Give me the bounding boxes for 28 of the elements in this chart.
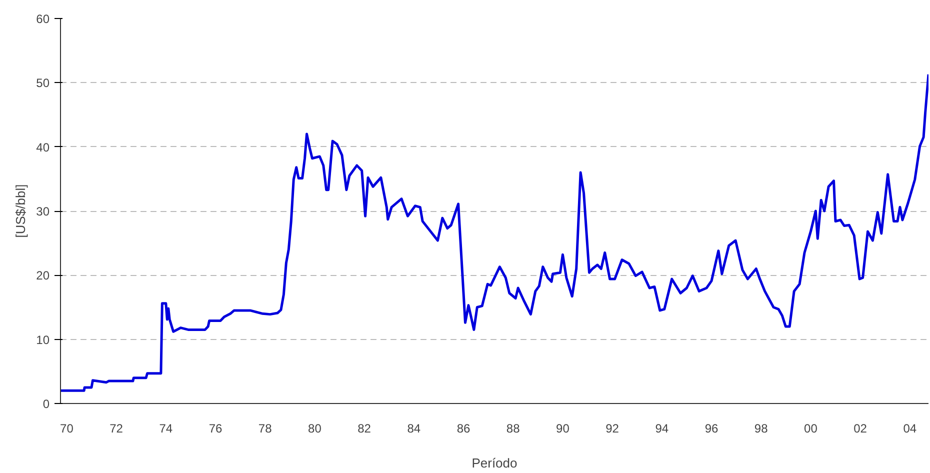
x-tick-label: 80 (308, 422, 322, 436)
x-tick-label: 72 (110, 422, 124, 436)
y-tick-label: 0 (42, 397, 50, 411)
y-axis-title: [US$/bbl] (13, 184, 28, 238)
y-tick-label: 10 (36, 332, 50, 347)
x-tick-label: 76 (208, 422, 222, 436)
x-tick-label: 00 (804, 422, 818, 436)
x-tick-label: 78 (258, 422, 272, 436)
x-tick-label: 82 (358, 422, 372, 436)
x-tick-label: 92 (606, 422, 620, 436)
x-tick-label: 90 (556, 422, 570, 436)
x-tick-label: 84 (407, 422, 421, 436)
y-tick-label: 20 (36, 268, 50, 283)
x-tick-label: 04 (903, 422, 917, 436)
x-tick-label: 86 (456, 422, 470, 436)
y-tick-label: 40 (36, 140, 50, 154)
line-series (60, 73, 928, 392)
y-tick-label: 50 (36, 76, 50, 90)
x-tick-label: 94 (655, 422, 669, 436)
x-tick-label: 74 (159, 422, 173, 436)
y-tick-label: 60 (36, 12, 50, 26)
x-tick-label: 96 (704, 422, 718, 436)
y-tick-label: 30 (36, 204, 50, 218)
x-tick-label: 98 (754, 422, 768, 436)
x-tick-label: 88 (506, 422, 520, 436)
x-tick-label: 70 (60, 422, 74, 436)
x-axis-title: Período (472, 456, 518, 470)
x-tick-label: 02 (854, 422, 868, 436)
